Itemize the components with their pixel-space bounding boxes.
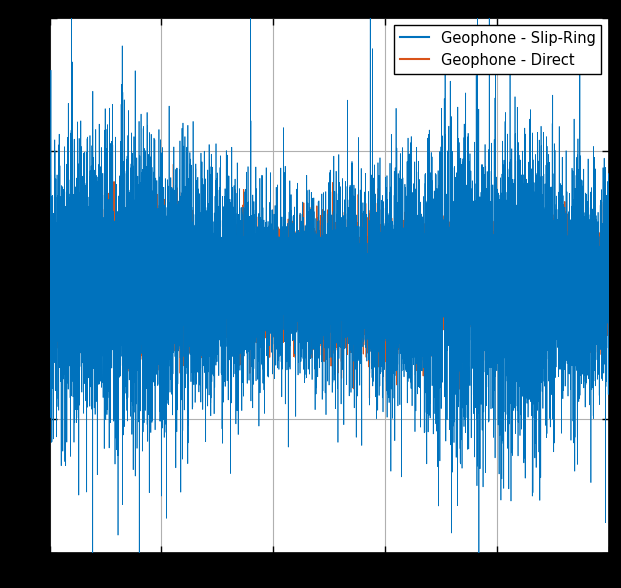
Geophone - Direct [605, 248, 612, 255]
Legend: Geophone - Slip-Ring, Geophone - Direct: Geophone - Slip-Ring, Geophone - Direct [394, 25, 601, 74]
Geophone - Slip-Ring [319, 309, 327, 316]
Geophone - Slip-Ring [575, 221, 582, 228]
Geophone - Direct [575, 297, 582, 304]
Geophone - Slip-Ring [46, 224, 53, 231]
Line: Geophone - Direct: Geophone - Direct [50, 0, 609, 588]
Geophone - Direct [69, 359, 76, 366]
Geophone - Direct [46, 295, 53, 302]
Geophone - Slip-Ring [48, 288, 56, 295]
Geophone - Slip-Ring [79, 310, 87, 317]
Geophone - Slip-Ring [605, 193, 612, 201]
Geophone - Direct [79, 300, 87, 308]
Geophone - Direct [155, 202, 163, 209]
Geophone - Slip-Ring [366, 395, 373, 402]
Geophone - Direct [48, 263, 56, 270]
Geophone - Slip-Ring [155, 258, 163, 265]
Line: Geophone - Slip-Ring: Geophone - Slip-Ring [50, 164, 609, 398]
Geophone - Slip-Ring [170, 161, 177, 168]
Geophone - Slip-Ring [69, 245, 76, 252]
Geophone - Direct [319, 238, 327, 245]
